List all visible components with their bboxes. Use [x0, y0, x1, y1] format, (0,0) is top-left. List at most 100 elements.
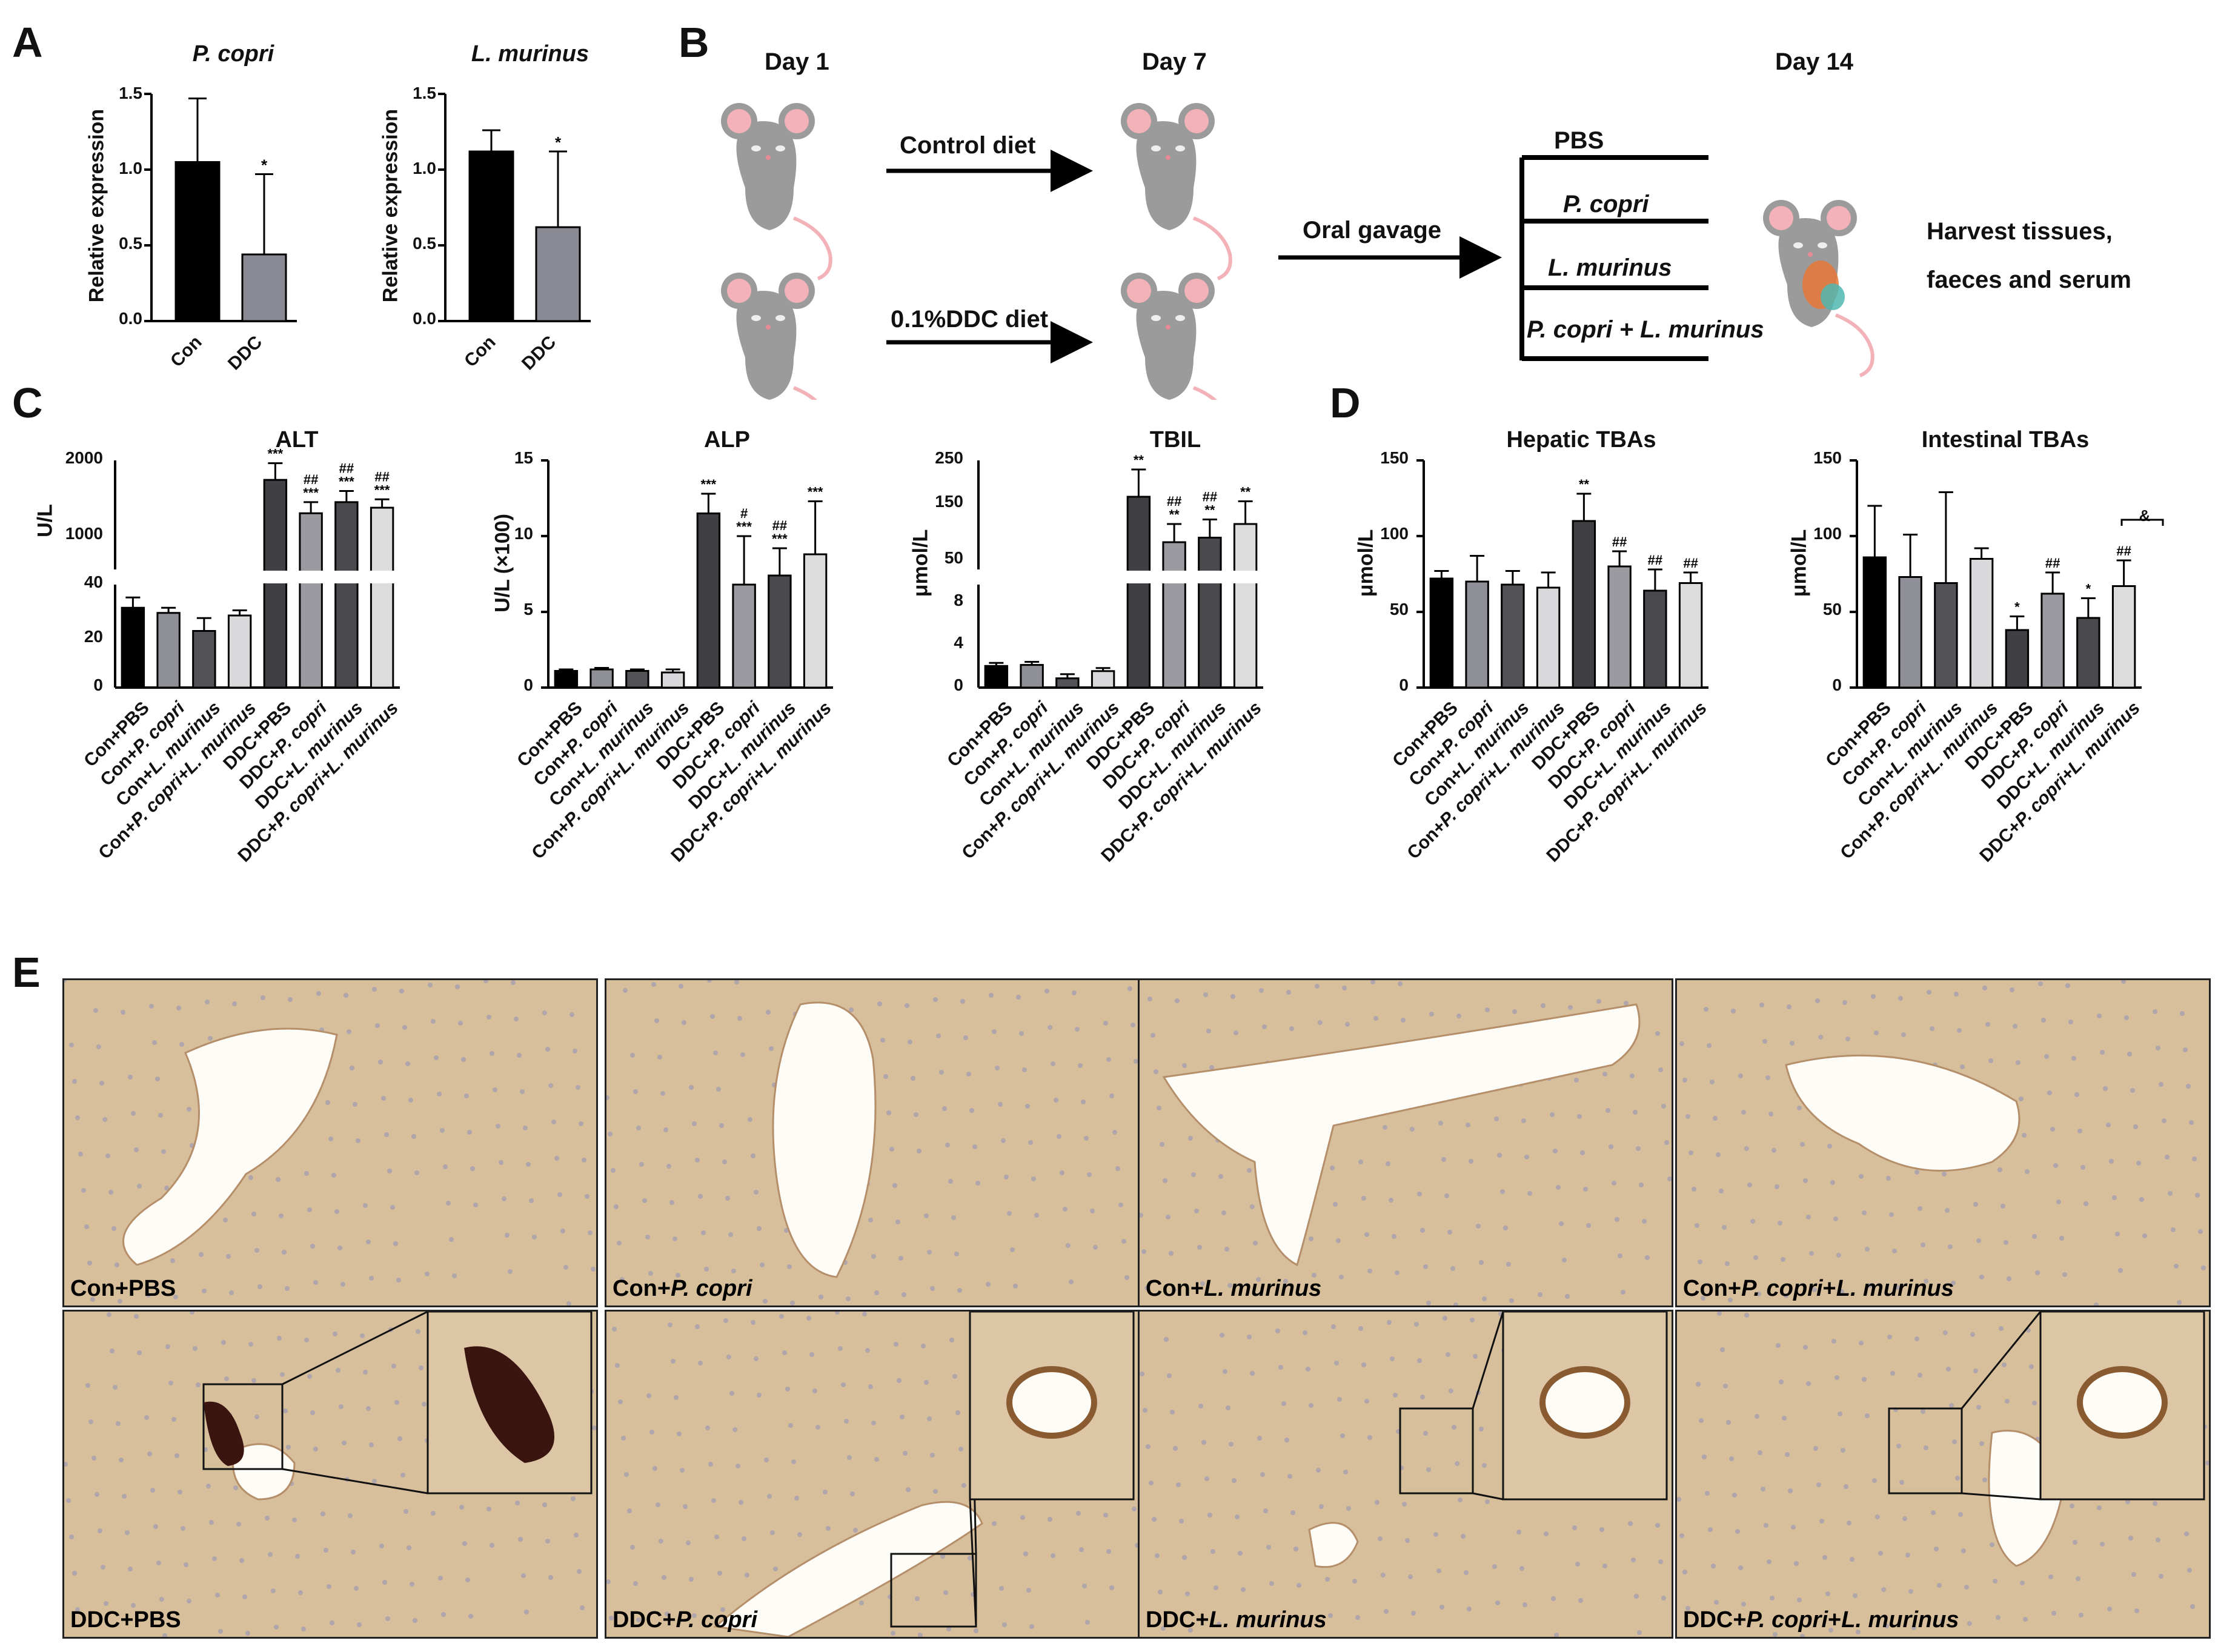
nucleus [1551, 1596, 1556, 1601]
duct-zoom [1006, 1366, 1097, 1439]
sig-mark: ## [1683, 556, 1698, 571]
nucleus [1420, 1395, 1425, 1399]
nucleus [714, 1534, 719, 1539]
axis-break-mask [103, 571, 400, 583]
oral-gavage-label: Oral gavage [1303, 217, 1442, 244]
nucleus [1078, 1063, 1083, 1068]
nucleus [150, 1488, 155, 1493]
nucleus [72, 1079, 77, 1084]
nucleus [396, 1278, 401, 1282]
nucleus [791, 1459, 796, 1464]
nucleus [414, 1170, 419, 1175]
zoom-line [1472, 1312, 1504, 1409]
nucleus [1134, 1059, 1138, 1064]
nucleus [493, 1087, 497, 1092]
nucleus [1375, 1500, 1380, 1505]
nucleus [99, 1081, 104, 1086]
nucleus [1383, 1125, 1387, 1130]
nucleus [1955, 1476, 1960, 1481]
nucleus [1771, 1148, 1776, 1153]
nucleus [1958, 1512, 1963, 1517]
nucleus [1054, 1098, 1058, 1103]
day14-label: Day 14 [1775, 48, 1853, 75]
nucleus [384, 1132, 389, 1137]
nucleus [1494, 1116, 1499, 1121]
nucleus [880, 1038, 885, 1043]
nucleus [579, 1121, 583, 1126]
nucleus [1482, 1296, 1487, 1301]
nucleus [1084, 1136, 1089, 1141]
nucleus [695, 1158, 700, 1163]
nucleus [2023, 1617, 2028, 1622]
nucleus [2065, 983, 2070, 988]
nucleus [2047, 1090, 2052, 1095]
bar [1572, 520, 1596, 689]
nucleus [131, 1603, 136, 1608]
nucleus [2192, 1156, 2197, 1161]
nucleus [2198, 1229, 2203, 1234]
nucleus [1973, 1202, 1978, 1207]
nucleus [728, 1232, 733, 1237]
nucleus [295, 1554, 300, 1559]
alt-tick: 1000 [65, 524, 103, 543]
nucleus [1151, 1033, 1155, 1038]
nucleus [1834, 1375, 1839, 1380]
nucleus [64, 1462, 68, 1467]
nucleus [809, 1352, 814, 1357]
nucleus [2174, 1264, 2179, 1269]
tile-caption: Con+PBS [70, 1276, 176, 1301]
nucleus [1945, 1208, 1950, 1213]
nucleus [1470, 1318, 1475, 1322]
nucleus [1029, 1624, 1034, 1629]
nucleus [1710, 1080, 1715, 1084]
nucleus [1337, 1397, 1342, 1402]
nucleus [1918, 1206, 1922, 1211]
nucleus [286, 1445, 291, 1450]
nucleus [1109, 1585, 1114, 1590]
nucleus [90, 1297, 95, 1302]
nucleus [2177, 1300, 2182, 1305]
nucleus [1260, 1472, 1265, 1477]
nucleus [797, 1532, 802, 1537]
nucleus [1503, 1226, 1508, 1230]
nucleus [1785, 1452, 1790, 1457]
nucleus [292, 1518, 297, 1522]
bar [468, 150, 514, 322]
nucleus [93, 1008, 98, 1013]
nucleus [606, 1095, 609, 1100]
nucleus [1762, 1039, 1767, 1044]
nucleus [1284, 1438, 1289, 1442]
nucleus [686, 1541, 691, 1545]
nucleus [1701, 1296, 1705, 1301]
nucleus [748, 1117, 752, 1122]
nucleus [936, 1033, 941, 1038]
nucleus [745, 1573, 749, 1577]
nucleus [835, 1312, 840, 1315]
nucleus [1833, 1216, 1838, 1221]
intestinal-tick: 50 [1822, 600, 1842, 619]
nucleus [202, 1289, 207, 1293]
nucleus [1768, 1112, 1773, 1116]
nucleus [652, 1466, 657, 1471]
nucleus [1087, 1172, 1092, 1177]
nucleus [633, 1581, 638, 1586]
nucleus [1731, 1009, 1736, 1013]
nucleus [251, 1378, 256, 1383]
nucleus [2056, 1199, 2061, 1204]
nucleus [1628, 1521, 1633, 1526]
nucleus [1726, 1420, 1731, 1425]
nucleus [713, 1050, 718, 1055]
nucleus [1060, 1170, 1064, 1175]
sig-mark: ## [2116, 543, 2131, 559]
nucleus [1722, 1225, 1727, 1230]
nucleus [569, 1012, 574, 1017]
nucleus [1800, 1142, 1805, 1147]
nucleus [473, 1203, 478, 1207]
nucleus [1918, 1373, 1922, 1378]
nucleus [1842, 1000, 1847, 1005]
nucleus [850, 1491, 855, 1496]
nucleus [434, 1055, 439, 1060]
nucleus [1405, 1538, 1410, 1543]
panel-label-d: D [1330, 379, 1361, 426]
nucleus [84, 1224, 89, 1229]
